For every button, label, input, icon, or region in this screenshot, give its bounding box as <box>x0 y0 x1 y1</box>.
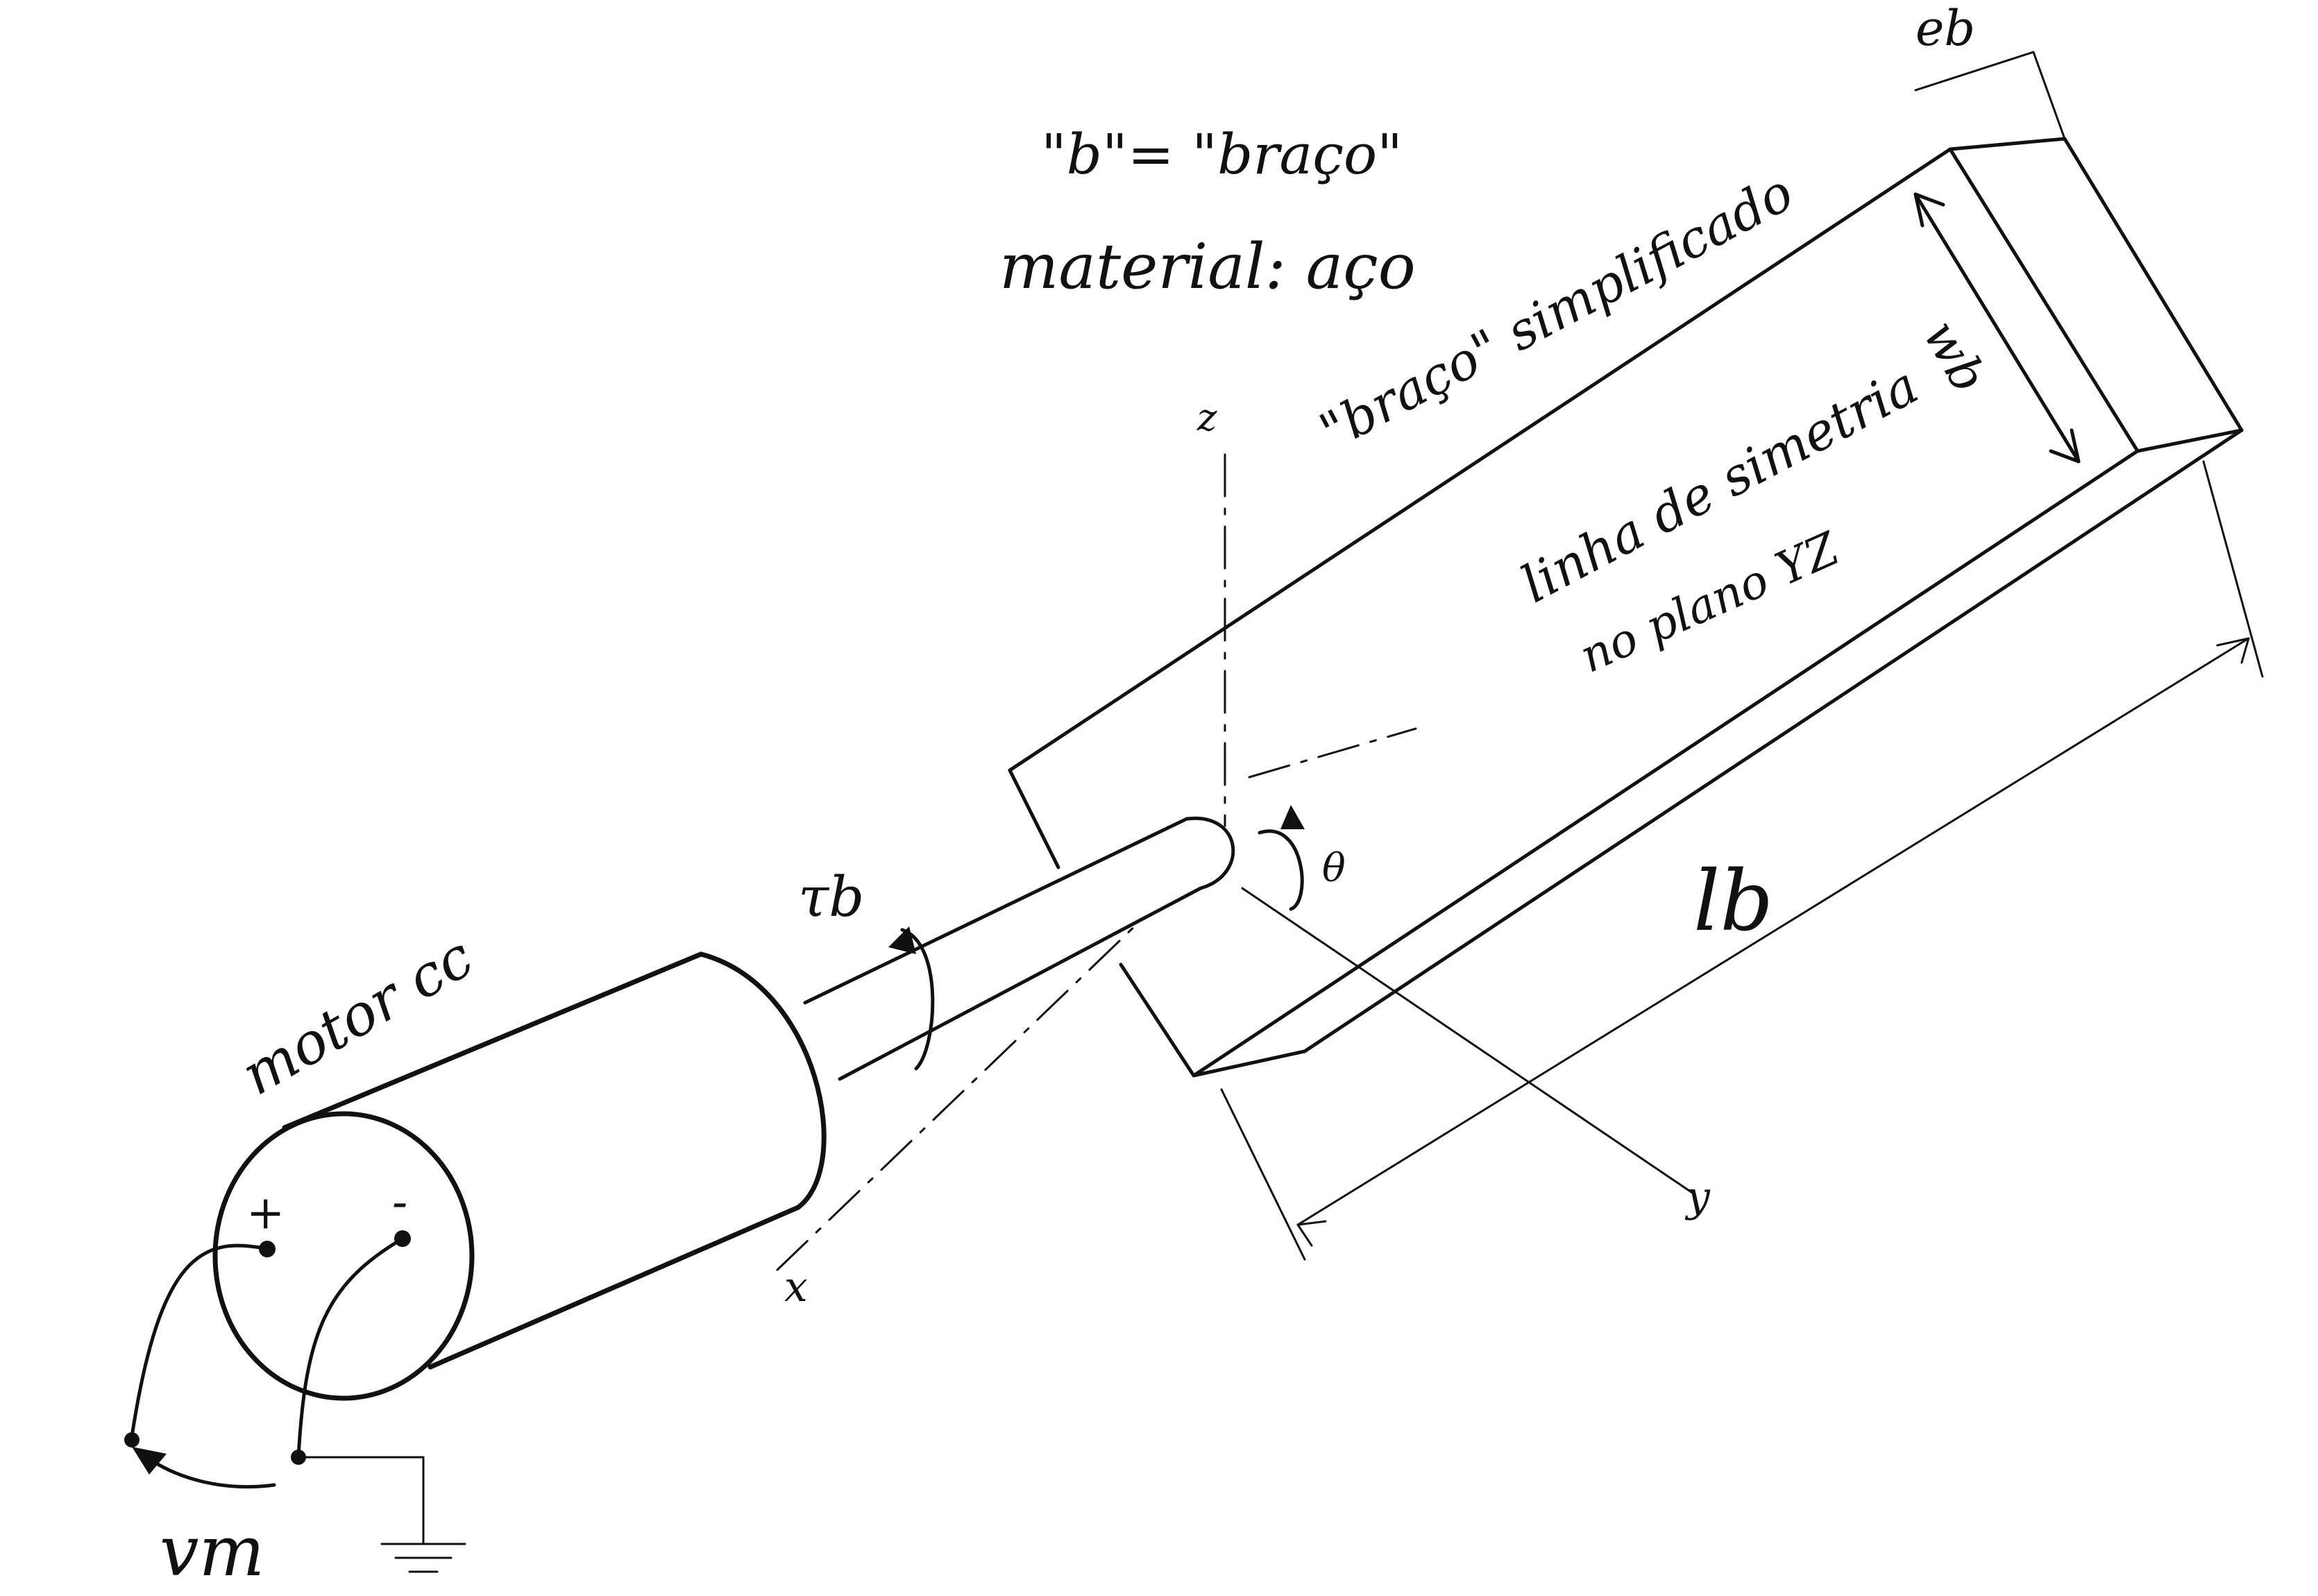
torque-arrow <box>900 928 935 1071</box>
x-axis-label: x <box>784 1263 808 1311</box>
eb-label: eb <box>1915 0 1975 57</box>
motor-shaft <box>803 816 1235 1081</box>
x-axis <box>776 922 1140 1271</box>
y-axis <box>1241 887 1695 1195</box>
theta-label: θ <box>1322 846 1346 891</box>
dimensions <box>1220 51 2264 1261</box>
minus-wire <box>296 1237 405 1459</box>
b-definition-label: "b"= "braço" <box>1041 122 1403 187</box>
braco-label: "braço" simplificado <box>1310 162 1802 462</box>
theta-arrow <box>1258 829 1304 911</box>
rotation-arrows <box>888 805 1305 1071</box>
z-axis-label: z <box>1196 396 1217 439</box>
dc-motor <box>212 951 827 1401</box>
motor-wiring <box>124 1237 466 1573</box>
arm-centerline <box>1248 727 1417 779</box>
material-label: material: aço <box>999 230 1416 303</box>
plus-terminal-label: + <box>246 1186 285 1239</box>
motor-label: motor cc <box>231 924 484 1109</box>
lb-dimension-line <box>1296 637 2250 1226</box>
minus-terminal-label: - <box>392 1175 407 1229</box>
torque-label: τb <box>798 865 864 929</box>
lb-label: lb <box>1693 854 1773 950</box>
eb-dimension-line <box>1914 51 2035 92</box>
wb-label: wb <box>1912 311 1997 402</box>
ground-wire <box>297 1456 425 1545</box>
vm-label: vm <box>160 1511 264 1592</box>
axes <box>776 453 1695 1271</box>
ground-symbol <box>380 1543 466 1573</box>
y-axis-label: y <box>1684 1173 1711 1221</box>
plus-wire <box>130 1243 269 1438</box>
wb-dimension-line <box>1913 192 2081 464</box>
